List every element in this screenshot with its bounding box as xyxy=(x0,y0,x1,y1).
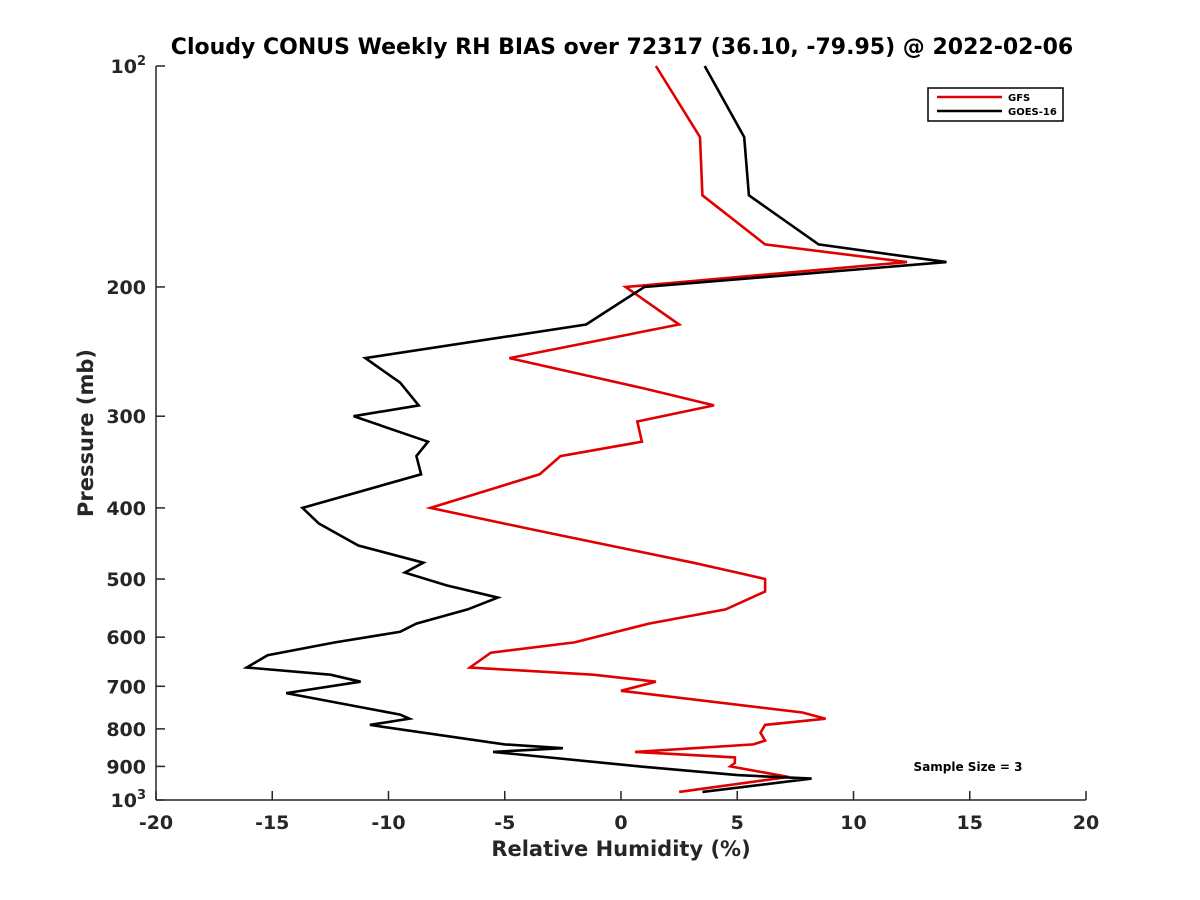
x-tick-label: -20 xyxy=(139,812,173,834)
y-tick-label: 300 xyxy=(106,406,146,428)
x-tick-label: 20 xyxy=(1073,812,1099,834)
x-tick-label: 15 xyxy=(957,812,983,834)
series-line-goes16 xyxy=(242,65,947,794)
y-tick-label: 500 xyxy=(106,569,146,591)
x-tick-label: -10 xyxy=(371,812,405,834)
y-tick-label: 103 xyxy=(111,788,147,812)
series-line-gfs xyxy=(425,65,908,794)
chart-title: Cloudy CONUS Weekly RH BIAS over 72317 (… xyxy=(171,35,1073,60)
sample-size-annotation: Sample Size = 3 xyxy=(914,760,1023,774)
y-tick-label: 200 xyxy=(106,277,146,299)
y-tick-label: 900 xyxy=(106,756,146,778)
legend-box xyxy=(927,87,1064,122)
y-tick-label: 800 xyxy=(106,719,146,741)
series-lines xyxy=(242,65,947,794)
y-axis-label: Pressure (mb) xyxy=(74,349,98,517)
x-tick-label: -5 xyxy=(494,812,515,834)
y-tick-label: 400 xyxy=(106,498,146,520)
y-tick-label: 600 xyxy=(106,627,146,649)
legend-label-gfs: GFS xyxy=(1008,93,1030,104)
axes: -20 -15 -10 -5 0 5 10 15 20 102 200 300 400 500 600 700… xyxy=(106,54,1099,834)
y-tick-label: 102 xyxy=(111,54,147,78)
legend-label-goes16: GOES-16 xyxy=(1008,107,1057,118)
x-tick-label: 10 xyxy=(840,812,866,834)
x-tick-label: -15 xyxy=(255,812,289,834)
x-tick-label: 5 xyxy=(731,812,744,834)
x-tick-label: 0 xyxy=(614,812,627,834)
y-tick-label: 700 xyxy=(106,676,146,698)
legend: GFS GOES-16 xyxy=(927,87,1064,122)
x-axis-label: Relative Humidity (%) xyxy=(491,837,750,861)
